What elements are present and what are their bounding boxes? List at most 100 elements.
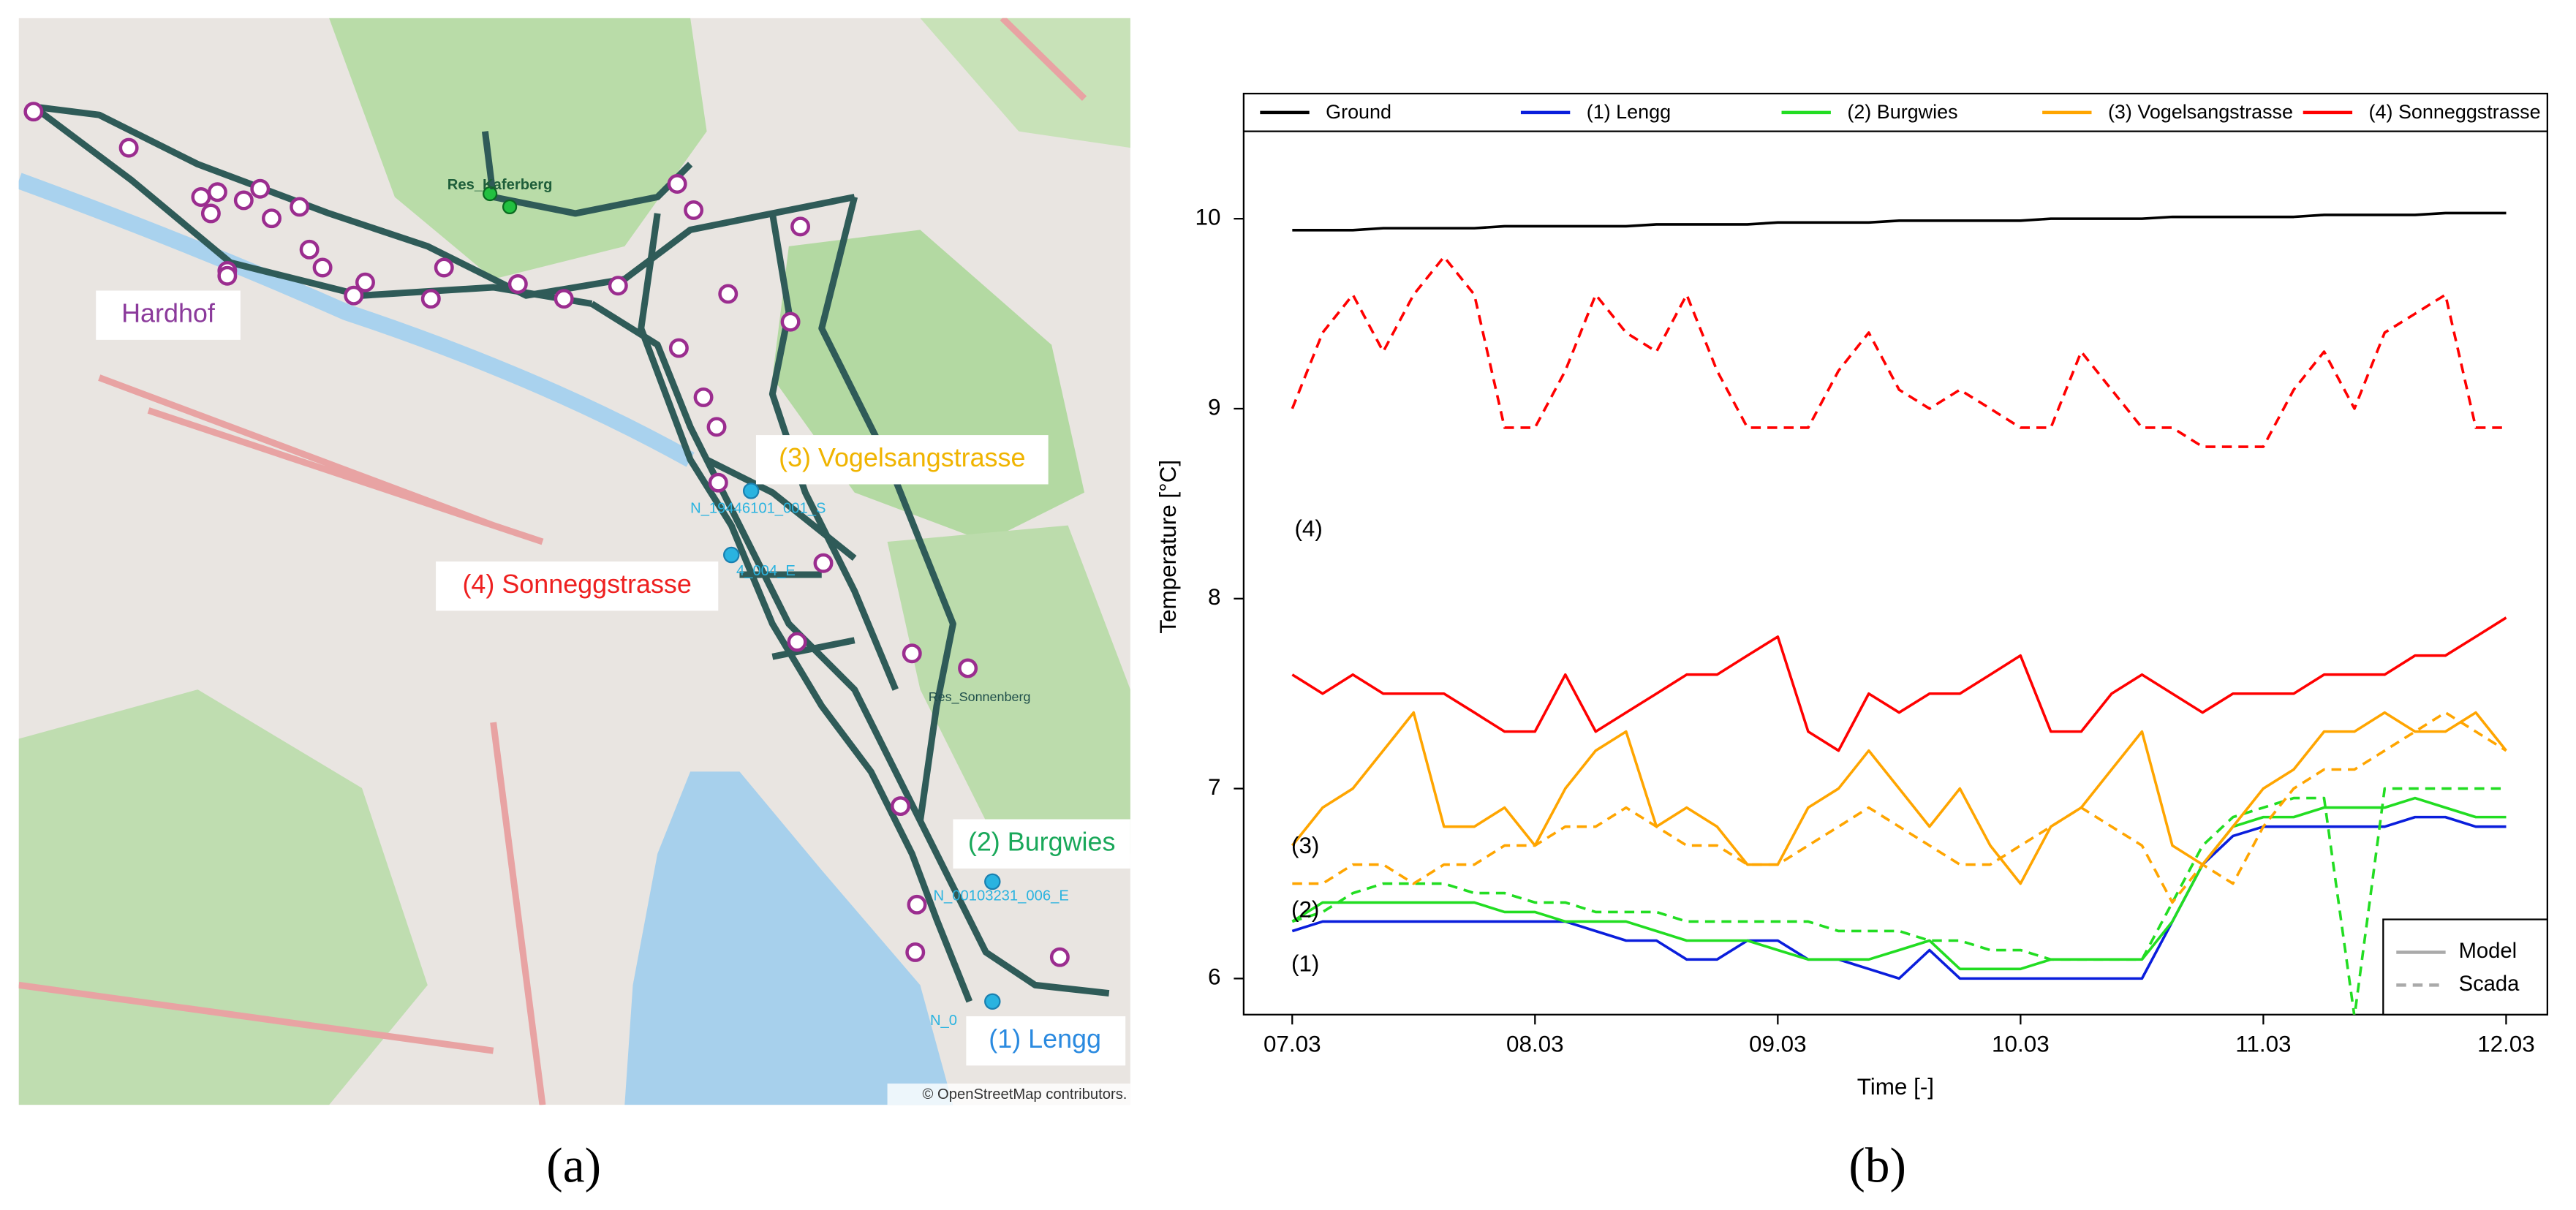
pipe bbox=[33, 103, 855, 299]
network-node bbox=[312, 257, 333, 278]
network-node bbox=[420, 289, 441, 309]
model-line bbox=[1291, 815, 2507, 980]
network-node bbox=[250, 178, 271, 199]
network-node bbox=[200, 203, 221, 224]
network-node bbox=[554, 289, 574, 309]
annotation: (2) bbox=[1291, 897, 1319, 923]
network-node bbox=[718, 284, 739, 304]
network-node bbox=[434, 257, 454, 278]
network-node bbox=[668, 338, 689, 358]
network-node bbox=[787, 632, 807, 652]
y-tick-label: 7 bbox=[1208, 774, 1220, 800]
chart: Time [-] Temperature [°C] 6 7 8 9 10 07.03 08.… bbox=[1155, 92, 2548, 1100]
x-tick-label: 10.03 bbox=[1992, 1032, 2050, 1057]
station-label: (4) Sonneggstrasse bbox=[462, 569, 691, 599]
legend-label: (3) Vogelsangstrasse bbox=[2108, 101, 2293, 123]
network-node bbox=[118, 137, 139, 158]
network-node bbox=[907, 894, 927, 915]
label-box bbox=[96, 290, 241, 340]
node-label: Res_Kaferberg bbox=[447, 177, 553, 193]
label-box bbox=[755, 435, 1049, 485]
sensor-node bbox=[742, 483, 760, 499]
pipe bbox=[31, 104, 593, 307]
style-legend-label: Scada bbox=[2459, 972, 2520, 996]
station-label: (1) Lengg bbox=[989, 1024, 1101, 1054]
sensor-node bbox=[984, 873, 1001, 891]
pipe bbox=[638, 213, 973, 1003]
x-axis-label: Time [-] bbox=[1857, 1074, 1934, 1100]
pipe bbox=[705, 456, 857, 660]
x-tick-label: 07.03 bbox=[1264, 1032, 1321, 1057]
network-node bbox=[507, 274, 528, 294]
y-tick-label: 9 bbox=[1208, 394, 1220, 420]
network-node bbox=[191, 186, 211, 207]
y-tick-label: 10 bbox=[1195, 204, 1220, 230]
node-group bbox=[23, 102, 1070, 1010]
pipe bbox=[589, 300, 1110, 997]
plot-area bbox=[1291, 211, 2507, 1015]
scada-line bbox=[1292, 711, 2507, 904]
plot-frame bbox=[1242, 92, 2548, 1016]
label-box bbox=[436, 561, 719, 611]
lake bbox=[624, 771, 953, 1105]
network-node bbox=[207, 182, 227, 203]
network-node bbox=[299, 239, 320, 260]
network-node bbox=[1049, 947, 1070, 967]
station-label: (3) Vogelsangstrasse bbox=[779, 442, 1025, 472]
legend-label: Ground bbox=[1326, 101, 1391, 123]
y-tick-label: 8 bbox=[1208, 584, 1220, 610]
model-line bbox=[1292, 211, 2507, 232]
network-node bbox=[693, 387, 714, 407]
network-node bbox=[290, 197, 310, 217]
network-node bbox=[23, 102, 44, 122]
network-node bbox=[684, 200, 704, 220]
caption: (b) bbox=[1848, 1138, 1906, 1193]
network-node bbox=[813, 553, 834, 573]
pipe bbox=[818, 196, 956, 822]
network-node bbox=[344, 285, 364, 306]
legend-label: (4) Sonneggstrasse bbox=[2369, 101, 2541, 123]
sensor-node bbox=[723, 546, 740, 564]
x-tick-label: 08.03 bbox=[1506, 1032, 1564, 1057]
road bbox=[18, 18, 1087, 1105]
legend-label: (2) Burgwies bbox=[1847, 101, 1957, 123]
x-tick-label: 09.03 bbox=[1749, 1032, 1807, 1057]
label-box bbox=[966, 1016, 1126, 1066]
legend-label: (1) Lengg bbox=[1587, 101, 1671, 123]
network-node bbox=[891, 796, 911, 817]
reservoir bbox=[502, 199, 518, 215]
network-node bbox=[958, 658, 978, 678]
x-tick-label: 12.03 bbox=[2477, 1032, 2535, 1057]
network-node bbox=[608, 276, 628, 296]
network-node bbox=[706, 417, 727, 437]
label-box bbox=[953, 819, 1130, 869]
style-legend-label: Model bbox=[2459, 939, 2518, 963]
x-tick-label: 11.03 bbox=[2235, 1032, 2291, 1057]
attribution: © OpenStreetMap contributors. bbox=[923, 1086, 1128, 1103]
station-label: (2) Burgwies bbox=[968, 827, 1116, 857]
model-line bbox=[1291, 616, 2507, 752]
node-label: N_0 bbox=[930, 1013, 957, 1029]
network-node bbox=[902, 643, 922, 664]
network-node bbox=[708, 472, 728, 493]
network-node bbox=[233, 190, 254, 211]
network-node bbox=[780, 311, 801, 332]
model-line bbox=[1291, 796, 2507, 971]
y-axis-label: Temperature [°C] bbox=[1155, 460, 1181, 634]
network-node bbox=[905, 942, 926, 962]
network-node bbox=[667, 174, 687, 194]
network-node bbox=[262, 208, 282, 229]
caption: (a) bbox=[546, 1138, 601, 1193]
reservoir bbox=[483, 186, 498, 202]
y-tick-label: 6 bbox=[1208, 964, 1220, 990]
node-label: N_00103231_006_E bbox=[933, 888, 1068, 904]
map: Hardhof (3) Vogelsangstrasse (4) Sonnegg… bbox=[18, 18, 1130, 1105]
annotation: (1) bbox=[1291, 951, 1319, 977]
network-node bbox=[790, 216, 811, 237]
annotation: (3) bbox=[1291, 833, 1319, 858]
style-legend-box bbox=[2382, 918, 2548, 1016]
river bbox=[18, 173, 695, 467]
network-node bbox=[217, 265, 238, 286]
